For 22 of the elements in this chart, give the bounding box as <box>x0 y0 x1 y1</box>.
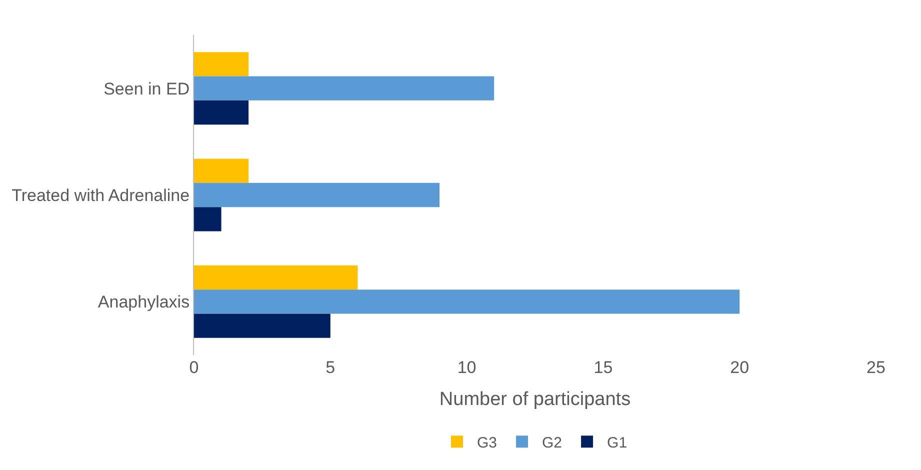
x-tick-label: 5 <box>326 358 336 377</box>
bar <box>194 265 358 290</box>
bar <box>194 207 222 232</box>
legend-label: G3 <box>477 434 498 452</box>
legend-label: G1 <box>607 434 628 452</box>
bar <box>194 52 249 76</box>
y-tick-label: Anaphylaxis <box>98 292 190 312</box>
x-tick-label: 20 <box>730 358 750 377</box>
bar <box>194 314 330 338</box>
bar <box>194 158 249 183</box>
bar <box>194 76 494 100</box>
legend-label: G2 <box>542 434 562 452</box>
bar <box>194 100 249 125</box>
bar <box>194 182 440 208</box>
x-tick-label: 10 <box>457 358 476 377</box>
bar <box>194 290 740 314</box>
x-tick-label: 15 <box>594 358 613 377</box>
y-tick-label: Treated with Adrenaline <box>12 186 190 205</box>
x-tick-label: 25 <box>866 358 886 377</box>
y-tick-label: Seen in ED <box>104 79 190 98</box>
x-tick-label: 0 <box>189 358 199 377</box>
x-axis-title: Number of participants <box>439 388 631 410</box>
